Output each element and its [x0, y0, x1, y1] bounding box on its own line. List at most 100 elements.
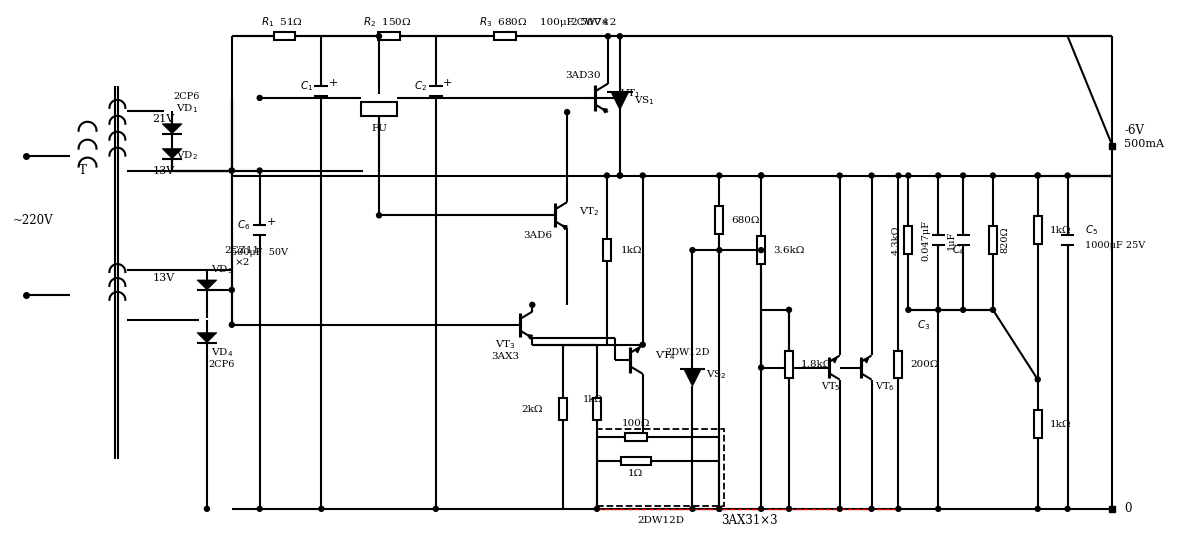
- Text: 2kΩ: 2kΩ: [522, 405, 543, 414]
- Circle shape: [838, 506, 842, 511]
- Circle shape: [257, 506, 263, 511]
- Bar: [785, 351, 793, 379]
- Circle shape: [690, 506, 695, 511]
- Text: 1kΩ: 1kΩ: [583, 395, 603, 404]
- Text: VS$_1$: VS$_1$: [634, 94, 655, 107]
- Text: 13V: 13V: [152, 273, 174, 283]
- Text: FU: FU: [371, 124, 388, 133]
- Text: VD$_2$: VD$_2$: [176, 149, 198, 162]
- Bar: [362, 102, 397, 116]
- Circle shape: [617, 34, 622, 39]
- Text: $R_3$  680Ω: $R_3$ 680Ω: [479, 15, 528, 29]
- Circle shape: [530, 302, 535, 307]
- Text: -6V: -6V: [1124, 124, 1144, 137]
- Text: 500mA: 500mA: [1124, 139, 1164, 148]
- Circle shape: [595, 506, 600, 511]
- Text: 820Ω: 820Ω: [1000, 227, 1010, 253]
- Text: $R_2$  150Ω: $R_2$ 150Ω: [363, 15, 411, 29]
- Circle shape: [906, 307, 911, 312]
- Text: 4.3kΩ: 4.3kΩ: [892, 225, 901, 255]
- Circle shape: [896, 173, 901, 178]
- Bar: [624, 433, 647, 441]
- Bar: [757, 236, 765, 264]
- Text: 0: 0: [1124, 502, 1132, 516]
- Circle shape: [377, 213, 382, 218]
- Text: +: +: [443, 78, 452, 88]
- Text: VT$_1$: VT$_1$: [620, 88, 641, 100]
- Text: ~220V: ~220V: [13, 214, 53, 227]
- Circle shape: [617, 173, 622, 178]
- Text: 1kΩ: 1kΩ: [621, 246, 642, 254]
- Text: VT$_6$: VT$_6$: [874, 380, 894, 393]
- Circle shape: [1035, 377, 1040, 382]
- Text: 1kΩ: 1kΩ: [1050, 420, 1071, 429]
- Circle shape: [935, 506, 941, 511]
- Circle shape: [717, 506, 722, 511]
- Polygon shape: [197, 333, 217, 343]
- Circle shape: [759, 173, 763, 178]
- Text: 1Ω: 1Ω: [628, 469, 643, 477]
- Text: $C_3$: $C_3$: [916, 318, 929, 332]
- Circle shape: [640, 173, 646, 178]
- Circle shape: [960, 307, 966, 312]
- Polygon shape: [197, 280, 217, 290]
- Text: VT$_2$: VT$_2$: [580, 205, 600, 217]
- Bar: [495, 32, 516, 40]
- Bar: [378, 32, 401, 40]
- Circle shape: [1035, 173, 1040, 178]
- Circle shape: [787, 506, 792, 511]
- Text: +: +: [329, 78, 338, 88]
- Bar: [990, 226, 997, 254]
- Text: 1μF: 1μF: [947, 231, 955, 250]
- Text: VD$_3$: VD$_3$: [211, 264, 233, 277]
- Text: VS$_2$: VS$_2$: [707, 368, 727, 381]
- Text: 0.047μF: 0.047μF: [922, 220, 931, 261]
- Text: 200Ω: 200Ω: [911, 360, 939, 369]
- Text: 1.8kΩ: 1.8kΩ: [801, 360, 833, 369]
- Circle shape: [838, 173, 842, 178]
- Text: 2DW12D: 2DW12D: [637, 516, 684, 526]
- Circle shape: [377, 34, 382, 39]
- Text: T: T: [79, 164, 86, 177]
- Bar: [894, 351, 902, 379]
- Polygon shape: [163, 124, 183, 134]
- Text: 3.6kΩ: 3.6kΩ: [773, 246, 805, 254]
- Text: $C_5$: $C_5$: [1085, 224, 1099, 237]
- Bar: [560, 399, 567, 420]
- Circle shape: [935, 173, 941, 178]
- Circle shape: [640, 342, 646, 347]
- Text: ×2: ×2: [234, 258, 250, 267]
- Text: 3AD6: 3AD6: [523, 231, 551, 240]
- Circle shape: [960, 173, 966, 178]
- Circle shape: [991, 307, 995, 312]
- Text: 2CP6: 2CP6: [209, 360, 236, 369]
- Circle shape: [869, 173, 874, 178]
- Circle shape: [230, 168, 234, 173]
- Circle shape: [869, 506, 874, 511]
- Circle shape: [230, 322, 234, 327]
- Text: 3AX31×3: 3AX31×3: [721, 514, 777, 527]
- Text: VD$_1$: VD$_1$: [176, 103, 198, 115]
- Circle shape: [319, 506, 324, 511]
- Text: 2CZ11: 2CZ11: [224, 246, 259, 254]
- Bar: [715, 206, 723, 234]
- Circle shape: [617, 173, 622, 178]
- Circle shape: [617, 95, 622, 100]
- Circle shape: [205, 506, 210, 511]
- Text: VD$_4$: VD$_4$: [211, 346, 233, 359]
- Circle shape: [257, 168, 263, 173]
- Text: VT$_5$: VT$_5$: [821, 380, 841, 393]
- Text: 100Ω: 100Ω: [622, 419, 650, 428]
- Bar: [593, 399, 601, 420]
- Circle shape: [991, 173, 995, 178]
- Bar: [1034, 216, 1041, 244]
- Circle shape: [690, 248, 695, 253]
- Text: 500μF  50V: 500μF 50V: [231, 248, 289, 257]
- Text: +: +: [267, 217, 277, 227]
- Text: 1000μF 25V: 1000μF 25V: [1085, 241, 1146, 250]
- Bar: [905, 226, 913, 254]
- Circle shape: [1065, 173, 1070, 178]
- Circle shape: [759, 506, 763, 511]
- Circle shape: [759, 365, 763, 370]
- Text: 100μF  50V×2: 100μF 50V×2: [541, 18, 616, 27]
